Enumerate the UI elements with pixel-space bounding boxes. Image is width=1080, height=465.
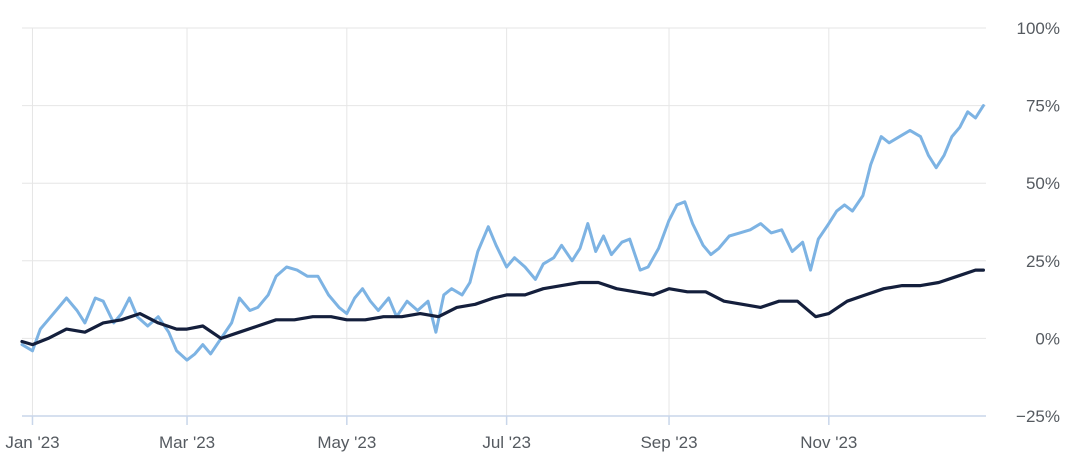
horizontal-gridlines (22, 27, 986, 339)
y-axis-tick-labels: 100% 75% 50% 25% 0% −25% (1016, 19, 1060, 426)
x-tick-label: Jul '23 (482, 433, 531, 452)
x-axis-tick-labels: Jan '23 Mar '23 May '23 Jul '23 Sep '23 Nov '… (5, 433, 857, 452)
y-tick-label: 75% (1026, 97, 1060, 116)
x-tick-label: Mar '23 (159, 433, 215, 452)
x-tick-label: May '23 (317, 433, 376, 452)
x-tick-label: Sep '23 (640, 433, 697, 452)
y-tick-label: 50% (1026, 174, 1060, 193)
y-tick-label: 0% (1035, 329, 1060, 348)
y-tick-label: 25% (1026, 252, 1060, 271)
y-tick-label: 100% (1017, 19, 1060, 38)
series-line-2 (20, 268, 985, 347)
series-line-1 (20, 104, 985, 362)
vertical-gridlines (31, 28, 830, 425)
x-tick-label: Nov '23 (800, 433, 857, 452)
y-tick-label: −25% (1016, 407, 1060, 426)
x-tick-label: Jan '23 (5, 433, 59, 452)
series-layer (20, 104, 985, 362)
